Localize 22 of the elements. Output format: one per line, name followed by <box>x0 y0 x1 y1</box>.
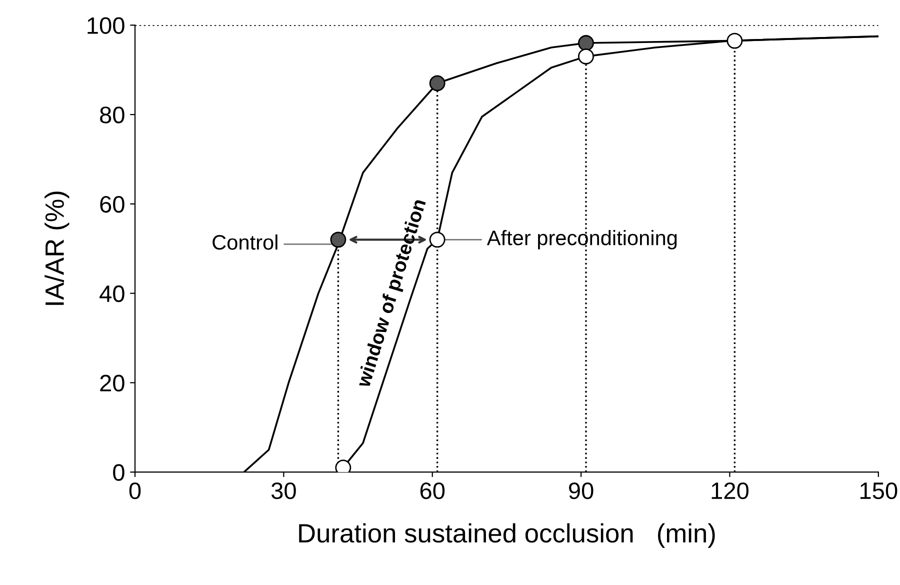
y-tick-label: 100 <box>88 17 124 34</box>
y-axis-title: IA/AR (%) <box>44 192 70 305</box>
x-tick-label: 120 <box>712 482 748 500</box>
x-tick-label: 60 <box>420 482 445 500</box>
y-tick-label: 20 <box>100 374 124 392</box>
text: After preconditioning <box>486 230 677 250</box>
x-tick-label: 150 <box>860 482 898 500</box>
y-tick-label: 60 <box>100 196 124 213</box>
text: Control <box>212 234 278 250</box>
point <box>726 32 743 49</box>
y-tick-label: 80 <box>100 106 124 124</box>
point <box>578 48 594 64</box>
y-tick-label: 0 <box>113 464 124 481</box>
x-axis-title: Duration sustained occlusion (min) <box>299 523 715 548</box>
point <box>330 232 346 248</box>
y-tick-label: 40 <box>100 285 124 302</box>
point <box>429 232 446 248</box>
point <box>578 35 594 52</box>
x-tick-label: 30 <box>271 482 296 500</box>
x-tick-label: 0 <box>129 482 141 500</box>
x-tick-label: 90 <box>569 482 594 500</box>
point <box>429 75 446 92</box>
